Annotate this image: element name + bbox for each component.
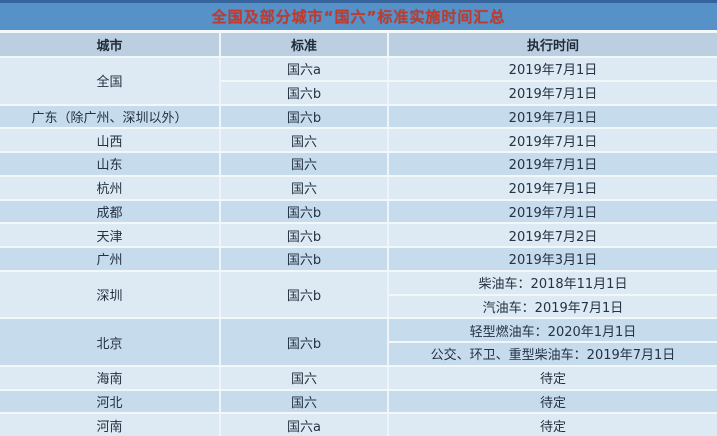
city-cell: 天津 (0, 223, 221, 248)
header-row: 城市 标准 执行时间 (0, 33, 717, 58)
standard-cell: 国六b (220, 104, 389, 130)
standard-cell: 国六 (220, 175, 389, 201)
time-cell: 公交、环卫、重型柴油车：2019年7月1日 (388, 342, 717, 367)
table-row: 公交、环卫、重型柴油车：2019年7月1日 (0, 342, 717, 367)
standard-cell: 国六 (220, 128, 389, 153)
table-row: 天津 国六b 2019年7月2日 (0, 223, 717, 248)
city-cell: 广州 (0, 247, 221, 272)
standard-cell: 国六a (220, 57, 389, 82)
title-bar: 全国及部分城市“国六”标准实施时间汇总 (0, 0, 717, 30)
standard-cell: 国六b (220, 80, 389, 106)
city-cell: 北京 (0, 318, 221, 367)
time-cell: 待定 (388, 413, 717, 436)
table-row: 山东 国六 2019年7月1日 (0, 152, 717, 177)
standard-cell: 国六b (220, 199, 389, 225)
page-title: 全国及部分城市“国六”标准实施时间汇总 (211, 8, 506, 26)
standard-cell: 国六b (220, 223, 389, 248)
city-cell: 河南 (0, 413, 221, 436)
table-row: 国六b 2019年7月1日 (0, 80, 717, 106)
table-row: 杭州 国六 2019年7月1日 (0, 175, 717, 201)
standard-cell: 国六 (220, 365, 389, 391)
city-cell: 广东（除广州、深圳以外） (0, 104, 221, 130)
time-cell: 2019年3月1日 (388, 247, 717, 272)
table-row: 海南 国六 待定 (0, 365, 717, 391)
city-cell: 深圳 (0, 270, 221, 320)
time-cell: 2019年7月1日 (388, 199, 717, 225)
standard-cell: 国六 (220, 152, 389, 177)
city-cell: 全国 (0, 57, 221, 106)
table-row: 河南 国六a 待定 (0, 413, 717, 436)
time-cell: 柴油车：2018年11月1日 (388, 270, 717, 296)
city-cell: 河北 (0, 389, 221, 415)
table-row: 广东（除广州、深圳以外） 国六b 2019年7月1日 (0, 104, 717, 130)
time-cell: 2019年7月1日 (388, 57, 717, 82)
table-row: 汽油车：2019年7月1日 (0, 294, 717, 320)
header-standard: 标准 (220, 33, 389, 58)
time-cell: 2019年7月1日 (388, 128, 717, 153)
time-cell: 待定 (388, 389, 717, 415)
standard-cell: 国六a (220, 413, 389, 436)
table-row: 北京 国六b 轻型燃油车：2020年1月1日 (0, 318, 717, 367)
standard-cell: 国六 (220, 389, 389, 415)
time-cell: 2019年7月2日 (388, 223, 717, 248)
city-cell: 杭州 (0, 175, 221, 201)
time-cell: 2019年7月1日 (388, 104, 717, 130)
standard-cell: 国六b (220, 318, 389, 367)
header-time: 执行时间 (388, 33, 717, 58)
table-row: 全国 国六a 2019年7月1日 (0, 57, 717, 106)
table-row: 成都 国六b 2019年7月1日 (0, 199, 717, 225)
city-cell: 山西 (0, 128, 221, 153)
city-cell: 海南 (0, 365, 221, 391)
table-row: 河北 国六 待定 (0, 389, 717, 415)
time-cell: 2019年7月1日 (388, 152, 717, 177)
time-cell: 2019年7月1日 (388, 175, 717, 201)
time-cell: 2019年7月1日 (388, 80, 717, 106)
standards-table: 城市 标准 执行时间 全国 国六a 2019年7月1日 国六b 2019年7月1… (0, 33, 717, 436)
time-cell: 轻型燃油车：2020年1月1日 (388, 318, 717, 343)
table-row: 深圳 国六b 柴油车：2018年11月1日 (0, 270, 717, 320)
time-cell: 待定 (388, 365, 717, 391)
table-row: 山西 国六 2019年7月1日 (0, 128, 717, 153)
city-cell: 成都 (0, 199, 221, 225)
table-row: 广州 国六b 2019年3月1日 (0, 247, 717, 272)
standard-cell: 国六b (220, 247, 389, 272)
standard-cell: 国六b (220, 270, 389, 320)
header-city: 城市 (0, 33, 221, 58)
city-cell: 山东 (0, 152, 221, 177)
title-divider (0, 30, 717, 33)
time-cell: 汽油车：2019年7月1日 (388, 294, 717, 320)
